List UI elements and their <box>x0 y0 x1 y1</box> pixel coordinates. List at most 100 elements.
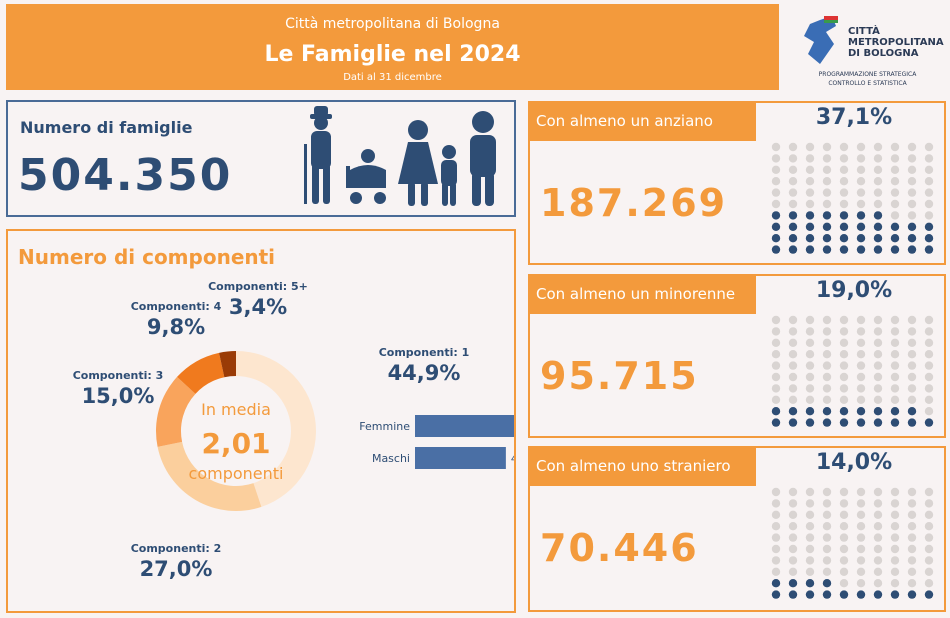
dot-empty <box>873 338 883 347</box>
dot-filled <box>839 590 849 599</box>
gender-bar <box>415 415 514 437</box>
dot-empty <box>924 407 934 416</box>
dot-empty <box>856 154 866 163</box>
dot-filled <box>788 211 798 220</box>
dot-empty <box>839 384 849 393</box>
dot-empty <box>890 142 900 152</box>
dot-empty <box>805 154 815 163</box>
dot-empty <box>907 487 917 497</box>
dot-empty <box>890 510 900 519</box>
dot-filled <box>805 418 815 427</box>
dot-filled <box>890 234 900 243</box>
dot-empty <box>907 533 917 542</box>
dot-empty <box>771 510 781 519</box>
dot-filled <box>907 590 917 599</box>
dot-filled <box>873 407 883 416</box>
dot-empty <box>873 522 883 531</box>
dot-filled <box>907 234 917 243</box>
dot-empty <box>839 372 849 382</box>
dot-empty <box>907 177 917 186</box>
dot-empty <box>839 533 849 542</box>
dot-empty <box>890 327 900 336</box>
dot-filled <box>890 222 900 231</box>
dot-filled <box>873 590 883 599</box>
dot-empty <box>839 499 849 508</box>
components-chart: Componenti: 1 44,9% Componenti: 2 27,0% Comp… <box>73 280 514 581</box>
dot-empty <box>856 188 866 197</box>
dot-empty <box>924 188 934 197</box>
dot-empty <box>788 487 798 497</box>
dot-empty <box>873 199 883 209</box>
dot-empty <box>924 384 934 393</box>
dot-empty <box>907 522 917 531</box>
dot-empty <box>873 327 883 336</box>
dot-empty <box>924 510 934 519</box>
dot-empty <box>805 350 815 359</box>
dot-empty <box>873 395 883 404</box>
dot-empty <box>788 199 798 209</box>
dot-empty <box>771 154 781 163</box>
stat-foreign-label: Con almeno uno straniero <box>528 446 756 486</box>
donut-value-label: 9,8% <box>147 315 205 339</box>
stat-minor-pct: 19,0% <box>815 278 893 303</box>
dot-empty <box>788 395 798 404</box>
header-banner: Città metropolitana di Bologna Le Famigl… <box>6 4 779 90</box>
logo: CITTÀ METROPOLITANA DI BOLOGNA PROGRAMMA… <box>790 10 945 90</box>
donut-category-label: Componenti: 2 <box>131 542 222 555</box>
dot-filled <box>856 407 866 416</box>
dot-empty <box>805 177 815 186</box>
dot-empty <box>907 188 917 197</box>
dot-empty <box>771 338 781 347</box>
dot-empty <box>856 499 866 508</box>
dot-filled <box>788 590 798 599</box>
dot-empty <box>822 188 832 197</box>
dot-empty <box>907 154 917 163</box>
dot-filled <box>890 590 900 599</box>
logo-emblem-icon <box>804 16 838 64</box>
donut-slice <box>156 376 196 447</box>
stat-foreign-dot-grid <box>771 487 934 599</box>
dot-empty <box>890 350 900 359</box>
dot-empty <box>907 142 917 152</box>
donut-slice <box>236 351 316 507</box>
dot-filled <box>771 407 781 416</box>
dot-empty <box>839 338 849 347</box>
dot-empty <box>771 315 781 325</box>
dot-filled <box>839 234 849 243</box>
dot-empty <box>890 199 900 209</box>
dot-empty <box>856 395 866 404</box>
dot-filled <box>924 418 934 427</box>
dot-empty <box>907 350 917 359</box>
dot-empty <box>856 338 866 347</box>
dot-empty <box>924 211 934 220</box>
dot-empty <box>890 372 900 382</box>
dot-empty <box>839 361 849 370</box>
dot-empty <box>890 579 900 588</box>
page-title: Le Famiglie nel 2024 <box>264 42 521 67</box>
dot-empty <box>805 510 815 519</box>
dot-empty <box>822 556 832 565</box>
dot-empty <box>907 510 917 519</box>
dot-empty <box>907 211 917 220</box>
dot-empty <box>788 499 798 508</box>
dot-empty <box>805 544 815 554</box>
dot-empty <box>822 499 832 508</box>
dot-empty <box>924 567 934 576</box>
dot-empty <box>890 522 900 531</box>
dot-empty <box>856 544 866 554</box>
logo-tagline-line: CONTROLLO E STATISTICA <box>828 80 907 87</box>
header-subtitle: Dati al 31 dicembre <box>343 72 442 83</box>
donut-chart <box>156 351 316 511</box>
dot-empty <box>873 154 883 163</box>
dot-filled <box>771 234 781 243</box>
dot-filled <box>805 579 815 588</box>
dot-filled <box>822 590 832 599</box>
dot-filled <box>873 222 883 231</box>
dot-empty <box>839 165 849 174</box>
gender-bar-value: 47,0% <box>511 454 514 465</box>
dot-empty <box>822 510 832 519</box>
donut-value-label: 44,9% <box>388 361 461 385</box>
dot-empty <box>924 350 934 359</box>
dot-empty <box>890 188 900 197</box>
dot-filled <box>822 418 832 427</box>
